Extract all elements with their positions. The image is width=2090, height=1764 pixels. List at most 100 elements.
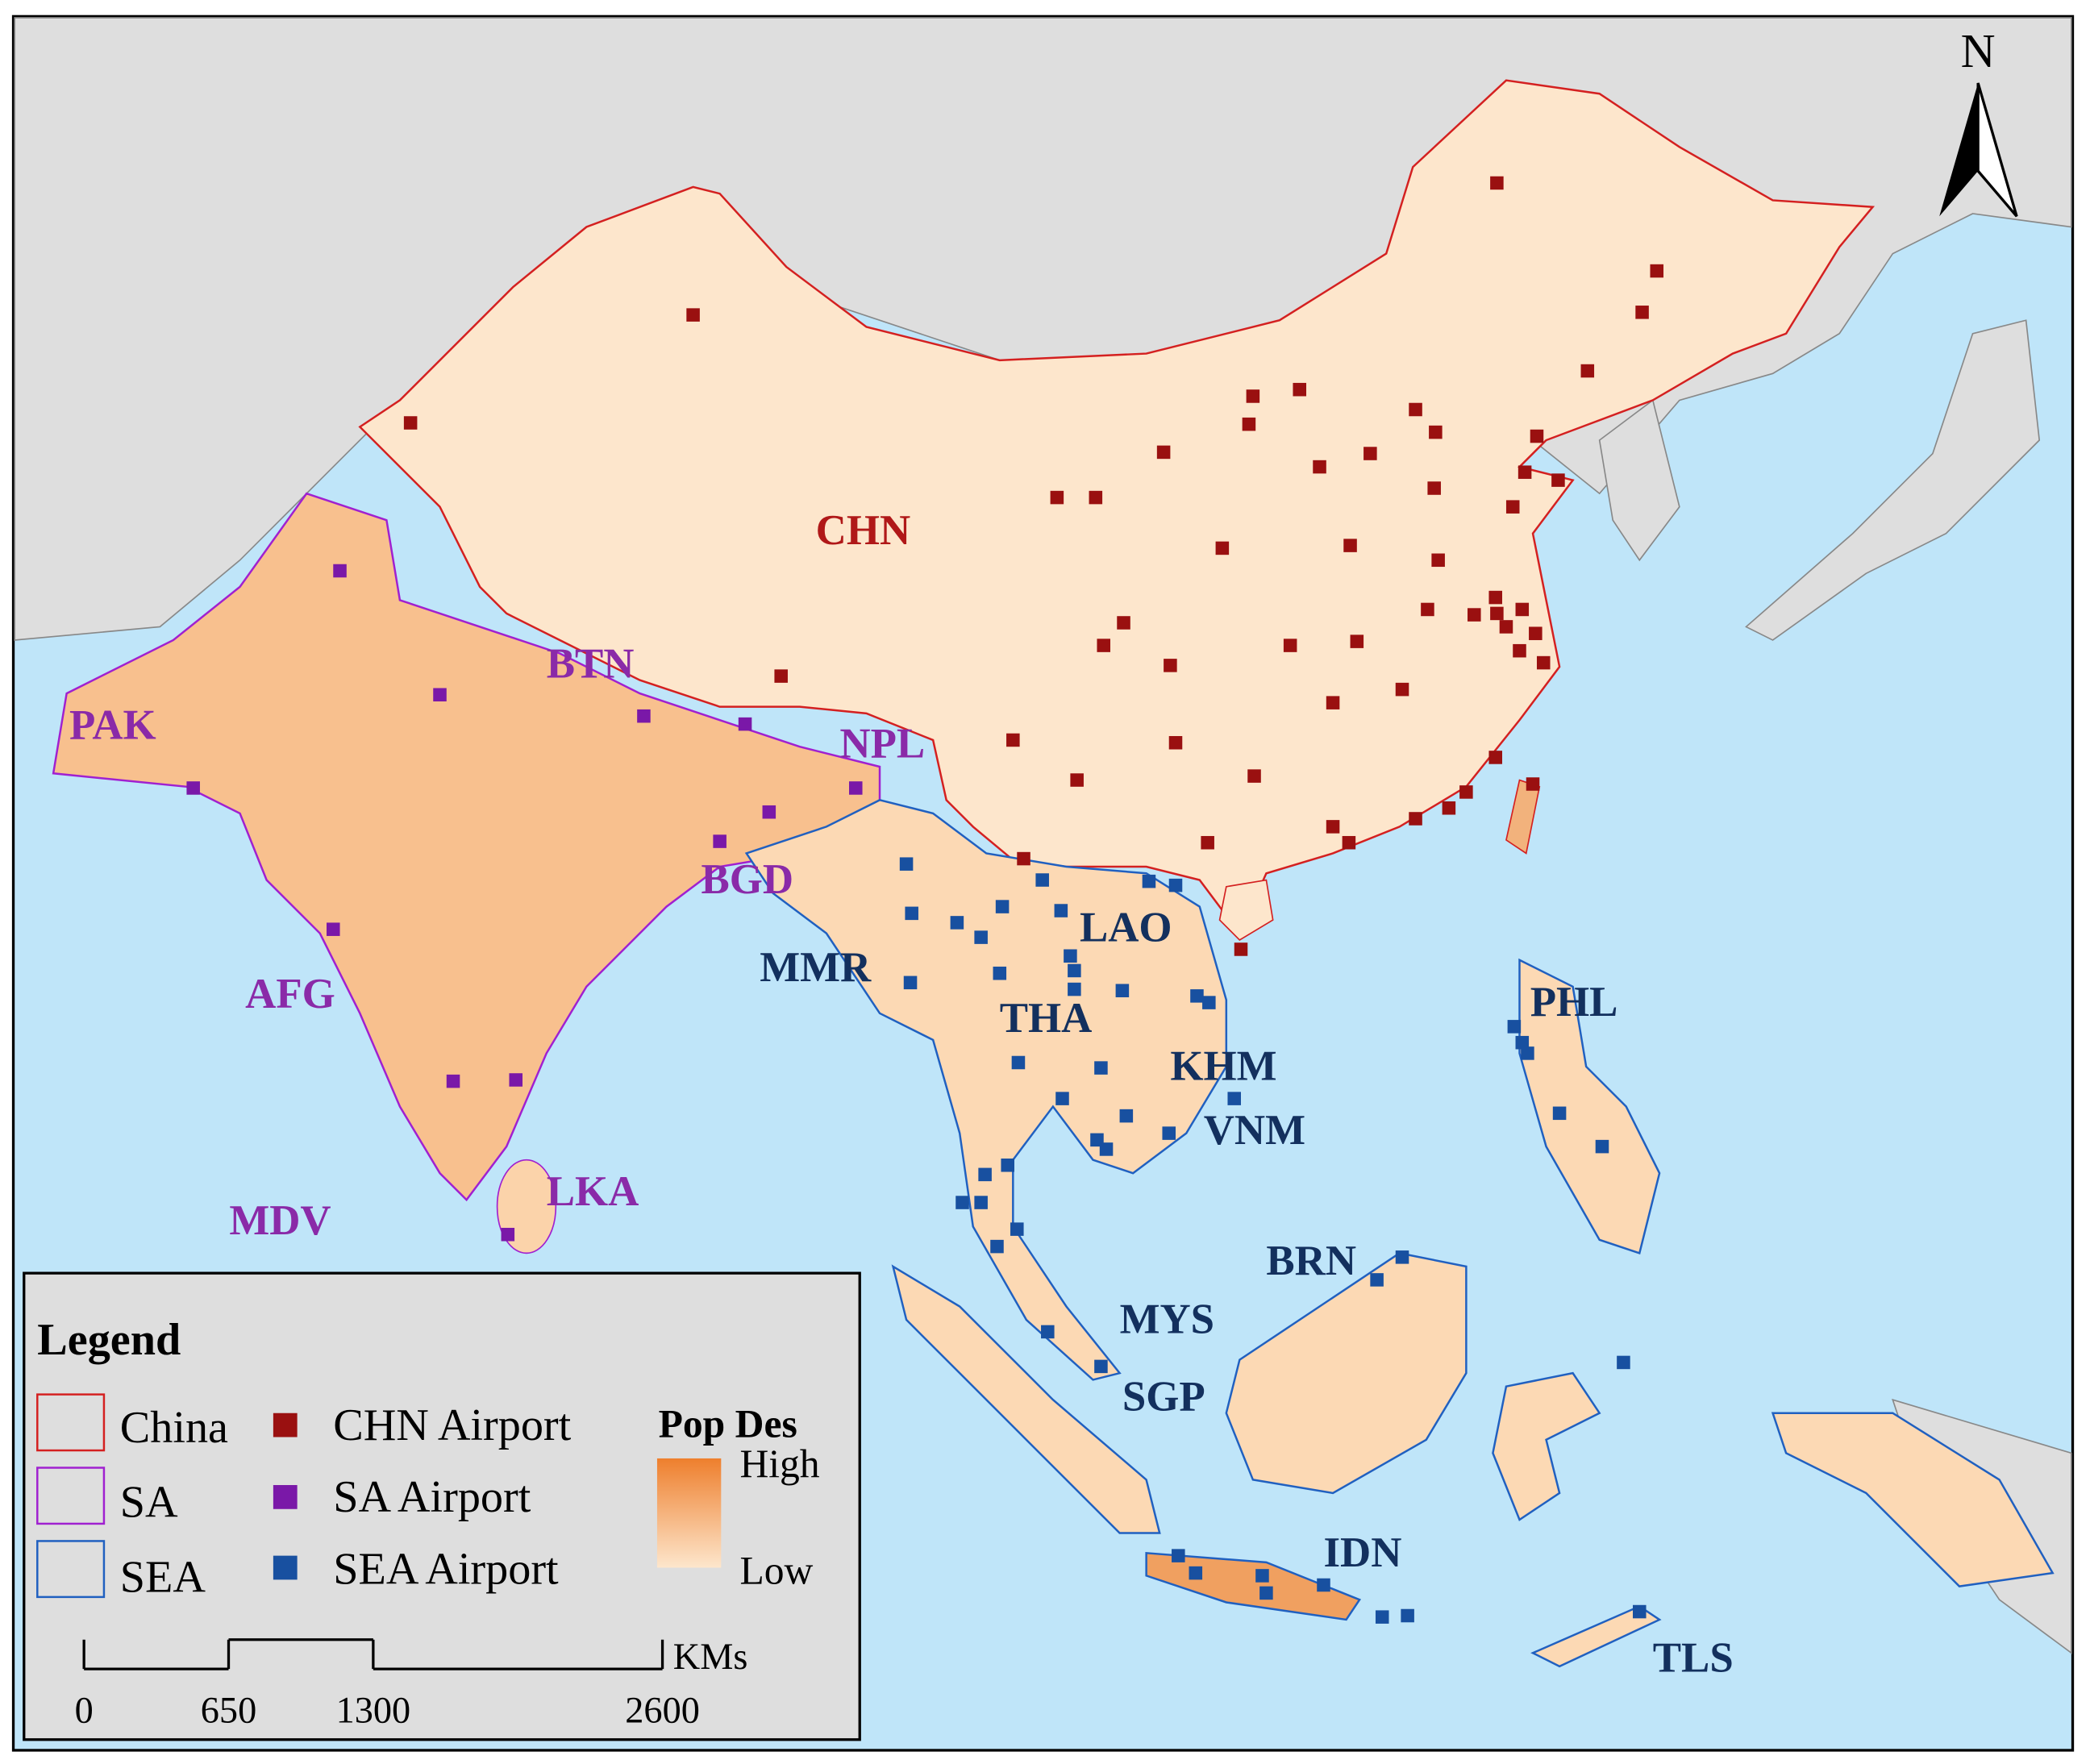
airport bbox=[1363, 447, 1377, 460]
airport bbox=[1518, 465, 1532, 479]
airport bbox=[1490, 606, 1504, 621]
airport bbox=[1006, 733, 1020, 747]
airport bbox=[1530, 429, 1544, 443]
scale-unit: KMs bbox=[673, 1637, 748, 1678]
airport bbox=[1551, 473, 1565, 487]
country-label: MYS bbox=[1120, 1296, 1215, 1343]
airport bbox=[501, 1227, 515, 1242]
airport bbox=[1375, 1610, 1389, 1624]
airport bbox=[713, 834, 727, 848]
airport bbox=[1343, 539, 1357, 552]
airport bbox=[1505, 500, 1520, 514]
pop-title: Pop Des bbox=[659, 1402, 797, 1446]
country-label: BRN bbox=[1266, 1238, 1356, 1284]
airport bbox=[993, 966, 1007, 980]
airport bbox=[446, 1074, 460, 1088]
scale-label: 650 bbox=[201, 1690, 256, 1731]
airport bbox=[1050, 490, 1064, 505]
airport bbox=[1421, 602, 1434, 617]
airport bbox=[1513, 643, 1526, 658]
legend-airport: CHN Airport bbox=[333, 1400, 571, 1450]
scale-label: 2600 bbox=[625, 1690, 700, 1731]
airport bbox=[1215, 541, 1230, 555]
airport bbox=[905, 906, 918, 921]
north-label: N bbox=[1961, 24, 1996, 77]
airport bbox=[1431, 553, 1445, 568]
airport bbox=[1189, 1566, 1203, 1580]
airport bbox=[738, 717, 752, 731]
airport bbox=[1552, 1106, 1567, 1121]
airport bbox=[1068, 982, 1081, 996]
airport bbox=[1326, 820, 1340, 834]
airport bbox=[327, 922, 340, 936]
airport bbox=[762, 805, 776, 819]
country-label: BTN bbox=[547, 640, 635, 687]
airport bbox=[1427, 481, 1441, 495]
airport bbox=[990, 1239, 1004, 1254]
airport bbox=[1370, 1273, 1384, 1287]
country-label: PHL bbox=[1530, 979, 1618, 1026]
airport bbox=[1001, 1159, 1014, 1172]
airport bbox=[1070, 773, 1084, 787]
airport bbox=[1633, 1604, 1647, 1619]
country-label: PAK bbox=[69, 701, 156, 748]
country-label: AFG bbox=[245, 971, 335, 1017]
airport bbox=[995, 900, 1010, 913]
legend-region: SA bbox=[120, 1478, 178, 1528]
airport bbox=[1202, 996, 1216, 1009]
airport bbox=[1156, 445, 1171, 460]
pop-high: High bbox=[739, 1442, 819, 1486]
airport bbox=[1459, 785, 1473, 799]
airport bbox=[1317, 1578, 1330, 1592]
airport bbox=[974, 930, 988, 944]
airport bbox=[1293, 382, 1306, 397]
airport bbox=[1041, 1325, 1055, 1339]
country-label: MDV bbox=[229, 1197, 331, 1244]
airport bbox=[403, 416, 418, 430]
legend-airport: SA Airport bbox=[333, 1472, 531, 1522]
airport bbox=[1255, 1569, 1269, 1583]
airport bbox=[1350, 634, 1364, 648]
airport bbox=[1488, 751, 1502, 764]
country-label: VNM bbox=[1204, 1107, 1305, 1154]
airport bbox=[1068, 963, 1081, 978]
airport bbox=[1259, 1586, 1273, 1600]
airport bbox=[1246, 389, 1260, 403]
airport bbox=[1094, 1061, 1108, 1075]
airport bbox=[1507, 1020, 1522, 1034]
airport bbox=[1635, 306, 1649, 319]
airport bbox=[1115, 984, 1130, 997]
airport bbox=[1054, 904, 1068, 917]
country-label: KHM bbox=[1170, 1042, 1276, 1089]
airport bbox=[950, 916, 964, 930]
airport bbox=[1064, 949, 1077, 963]
airport bbox=[1409, 812, 1422, 826]
airport bbox=[1227, 1092, 1241, 1105]
airport bbox=[1055, 1092, 1069, 1105]
airport bbox=[1529, 626, 1543, 640]
airport bbox=[1172, 1549, 1185, 1562]
airport bbox=[1117, 616, 1130, 630]
airport bbox=[1089, 490, 1103, 505]
airport bbox=[1017, 851, 1030, 866]
airport bbox=[1326, 696, 1340, 709]
scale-label: 0 bbox=[75, 1690, 94, 1731]
airport bbox=[1488, 590, 1502, 605]
pop-low: Low bbox=[739, 1548, 813, 1592]
scale-label: 1300 bbox=[336, 1690, 411, 1731]
airport bbox=[1142, 874, 1156, 888]
airports bbox=[186, 176, 1664, 1624]
country-label: MMR bbox=[760, 944, 872, 991]
airport bbox=[1099, 1142, 1114, 1156]
airport bbox=[1283, 639, 1297, 652]
airport bbox=[1468, 608, 1481, 622]
airport bbox=[1234, 942, 1248, 956]
hainan bbox=[1218, 879, 1274, 941]
airport bbox=[1097, 639, 1110, 652]
airport bbox=[1499, 620, 1513, 634]
airport bbox=[1395, 682, 1409, 697]
airport bbox=[1164, 659, 1177, 672]
airport bbox=[974, 1196, 988, 1209]
country-label: LAO bbox=[1080, 905, 1172, 951]
